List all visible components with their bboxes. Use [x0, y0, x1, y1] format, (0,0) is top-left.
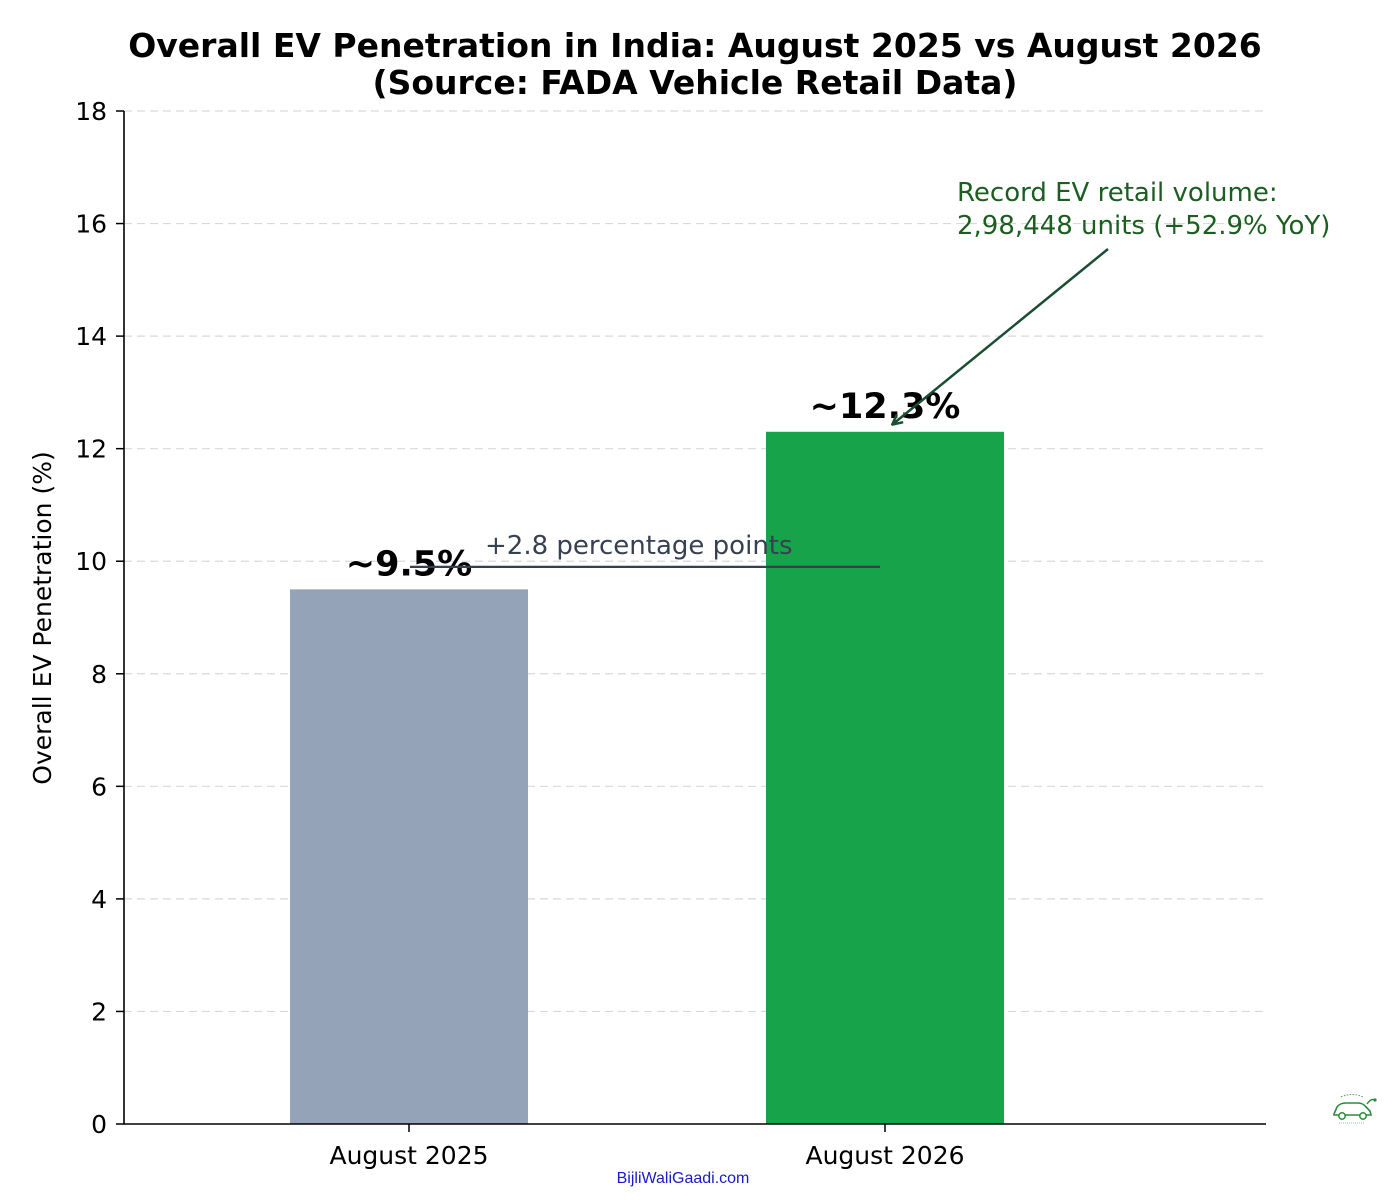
y-tick-label: 0: [91, 1110, 107, 1139]
x-axis-ticks: August 2025 August 2026: [329, 1124, 965, 1170]
value-label-2: ~12.3%: [810, 387, 961, 427]
chart-subtitle: (Source: FADA Vehicle Retail Data): [372, 63, 1017, 102]
callout-label-line2: 2,98,448 units (+52.9% YoY): [957, 211, 1330, 241]
y-tick-label: 18: [75, 97, 107, 126]
ev-car-logo-icon: [1333, 1094, 1377, 1124]
delta-label: +2.8 percentage points: [485, 531, 793, 561]
value-label-1: ~9.5%: [346, 544, 472, 584]
chart-title: Overall EV Penetration in India: August …: [128, 26, 1262, 65]
y-tick-label: 16: [75, 210, 107, 239]
bars-group: [290, 431, 1004, 1124]
bar-2: [766, 431, 1004, 1124]
gridlines: [124, 110, 1266, 1013]
value-labels: ~9.5% ~12.3%: [346, 387, 961, 585]
y-tick-label: 12: [75, 435, 107, 464]
y-tick-label: 14: [75, 322, 107, 351]
x-tick-label: August 2026: [805, 1141, 964, 1170]
bar-1: [290, 589, 528, 1124]
y-axis-label: Overall EV Penetration (%): [28, 451, 57, 784]
y-axis-ticks: 0 2 4 6 8 10 12 14 16 18: [75, 97, 124, 1139]
y-tick-label: 8: [91, 660, 107, 689]
y-tick-label: 6: [91, 772, 107, 801]
y-tick-label: 10: [75, 547, 107, 576]
watermark-text: BijliWaliGaadi.com: [617, 1170, 750, 1187]
callout-arrow: [893, 248, 1109, 424]
x-tick-label: August 2025: [329, 1141, 488, 1170]
y-tick-label: 4: [91, 885, 107, 914]
callout-label-line1: Record EV retail volume:: [957, 178, 1278, 208]
y-tick-label: 2: [91, 997, 107, 1026]
